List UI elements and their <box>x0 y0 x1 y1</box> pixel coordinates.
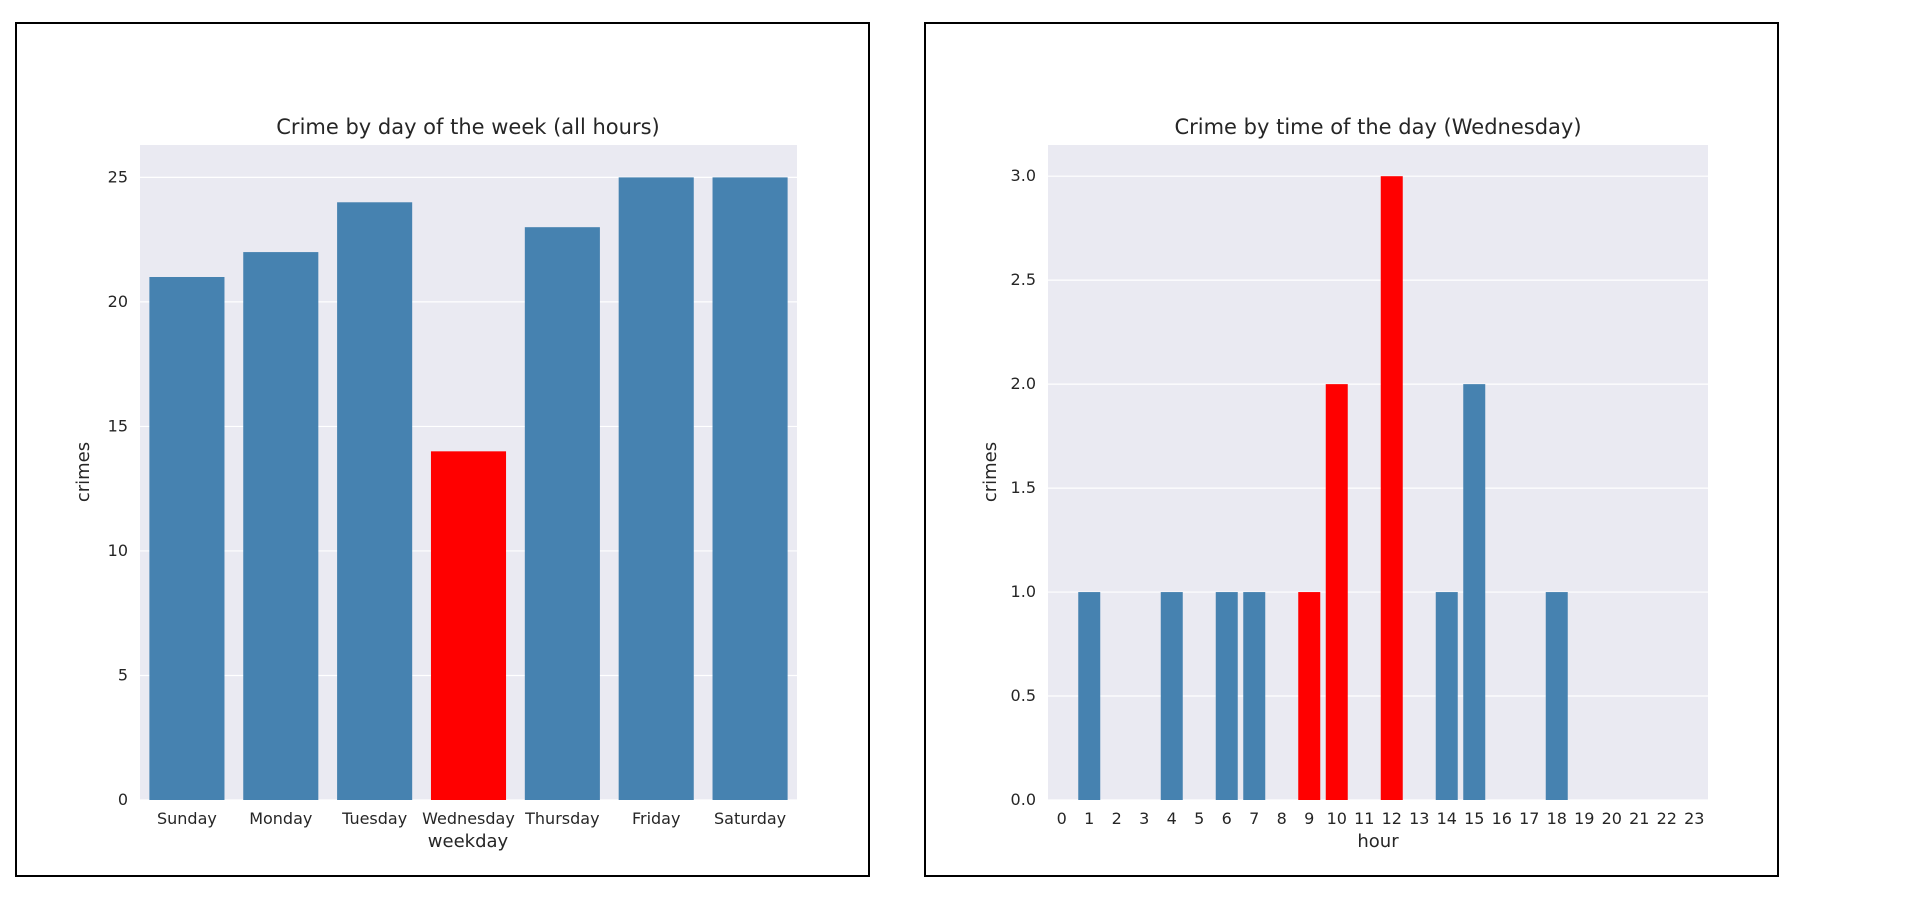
x-tick-label: Tuesday <box>341 809 407 828</box>
y-tick-label: 5 <box>118 665 128 684</box>
bar-6 <box>1215 592 1238 800</box>
x-tick-label: 10 <box>1327 809 1347 828</box>
y-axis-label: crimes <box>980 442 1001 502</box>
weekday-bar-chart: Crime by day of the week (all hours) wee… <box>73 115 797 852</box>
bar-18 <box>1545 592 1568 800</box>
x-tick-label: 7 <box>1249 809 1259 828</box>
y-tick-label: 25 <box>108 167 128 186</box>
x-tick-label: 17 <box>1519 809 1539 828</box>
x-tick-label: 12 <box>1382 809 1402 828</box>
y-tick-label: 15 <box>108 416 128 435</box>
bar-10 <box>1325 384 1348 800</box>
y-tick-label: 1.5 <box>1011 478 1036 497</box>
bar-sunday <box>149 276 225 800</box>
chart-title: Crime by time of the day (Wednesday) <box>1174 115 1581 139</box>
x-tick-label: 14 <box>1437 809 1457 828</box>
bar-14 <box>1435 592 1458 800</box>
x-tick-label: 0 <box>1057 809 1067 828</box>
x-tick-label: 20 <box>1602 809 1622 828</box>
bar-thursday <box>524 227 600 801</box>
x-tick-label: 13 <box>1409 809 1429 828</box>
bar-wednesday <box>430 451 507 800</box>
x-tick-label: 8 <box>1277 809 1287 828</box>
x-tick-label: 4 <box>1167 809 1177 828</box>
x-axis-label: weekday <box>428 831 509 852</box>
chart-title: Crime by day of the week (all hours) <box>276 115 659 139</box>
plot-background <box>1048 145 1708 800</box>
x-tick-label: Wednesday <box>422 809 515 828</box>
x-tick-label: Monday <box>249 809 312 828</box>
x-tick-label: 3 <box>1139 809 1149 828</box>
bar-tuesday <box>337 202 413 800</box>
y-tick-label: 3.0 <box>1011 166 1036 185</box>
x-tick-label: 9 <box>1304 809 1314 828</box>
x-tick-label: 21 <box>1629 809 1649 828</box>
bar-saturday <box>712 177 788 801</box>
x-tick-label: 16 <box>1492 809 1512 828</box>
y-tick-label: 0.5 <box>1011 686 1036 705</box>
plot-area <box>140 145 797 801</box>
x-tick-label: 18 <box>1547 809 1567 828</box>
x-tick-label: 15 <box>1464 809 1484 828</box>
bar-4 <box>1160 592 1183 800</box>
y-tick-label: 1.0 <box>1011 582 1036 601</box>
chart-panel-hour: Crime by time of the day (Wednesday) hou… <box>924 22 1779 877</box>
bar-friday <box>618 177 694 801</box>
y-tick-label: 10 <box>108 541 128 560</box>
x-tick-label: 23 <box>1684 809 1704 828</box>
x-tick-label: 6 <box>1222 809 1232 828</box>
plot-area <box>1048 145 1708 801</box>
y-tick-label: 2.0 <box>1011 374 1036 393</box>
bar-7 <box>1243 592 1266 800</box>
x-tick-label: 22 <box>1657 809 1677 828</box>
bar-15 <box>1463 384 1486 800</box>
y-axis-label: crimes <box>73 442 94 502</box>
bar-9 <box>1298 592 1321 800</box>
bar-12 <box>1380 176 1403 800</box>
x-tick-label: Sunday <box>157 809 217 828</box>
x-tick-label: Saturday <box>714 809 786 828</box>
x-tick-label: 5 <box>1194 809 1204 828</box>
bar-1 <box>1078 592 1101 800</box>
x-tick-label: 11 <box>1354 809 1374 828</box>
y-tick-label: 2.5 <box>1011 270 1036 289</box>
x-tick-label: Friday <box>632 809 681 828</box>
y-tick-label: 0.0 <box>1011 790 1036 809</box>
x-tick-label: 19 <box>1574 809 1594 828</box>
x-axis-label: hour <box>1357 831 1399 852</box>
chart-panel-weekday: Crime by day of the week (all hours) wee… <box>15 22 870 877</box>
hour-bar-chart: Crime by time of the day (Wednesday) hou… <box>980 115 1708 852</box>
y-tick-label: 20 <box>108 292 128 311</box>
y-tick-label: 0 <box>118 790 128 809</box>
x-tick-label: Thursday <box>524 809 599 828</box>
bar-monday <box>243 252 319 800</box>
x-tick-label: 2 <box>1112 809 1122 828</box>
x-tick-label: 1 <box>1084 809 1094 828</box>
